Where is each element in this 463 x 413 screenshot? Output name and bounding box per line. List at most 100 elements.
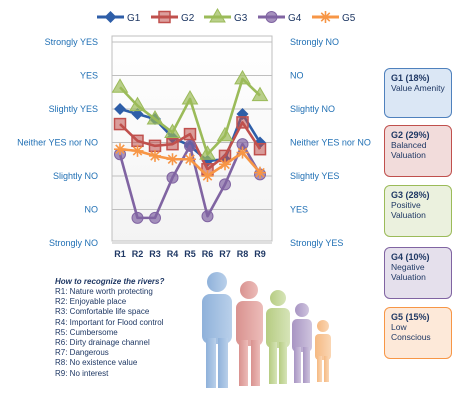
right-axis-labels: Strongly NO NO Slightly NO Neither YES nor … <box>290 37 371 248</box>
data-point <box>104 11 117 23</box>
x-tick-label: R7 <box>219 249 231 259</box>
right-axis-label: YES <box>290 205 308 215</box>
data-point <box>181 89 199 105</box>
left-axis-label: Slightly YES <box>49 104 98 114</box>
data-point <box>184 139 196 152</box>
data-point <box>216 126 234 142</box>
data-point <box>199 145 216 160</box>
group-box-description: Low Conscious <box>391 322 431 342</box>
data-point <box>319 11 332 23</box>
river-item: R6: Dirty drainage channel <box>55 338 150 348</box>
data-point <box>209 7 226 23</box>
legend-item-g1: G1 <box>97 11 141 24</box>
group-box-description: Negative Valuation <box>391 262 426 282</box>
rivers-legend-title: How to recognize the rivers? <box>55 277 165 286</box>
group-box-description: Value Amenity <box>391 83 445 93</box>
left-axis-label: Slightly NO <box>53 171 98 181</box>
data-point <box>251 86 269 102</box>
data-point <box>201 170 214 182</box>
legend-label: G1 <box>127 13 141 24</box>
data-point <box>114 143 126 156</box>
left-axis-label: Neither YES nor NO <box>17 138 98 148</box>
data-point <box>234 69 251 85</box>
data-point <box>236 146 249 159</box>
group-box-description: Positive Valuation <box>391 200 426 220</box>
legend-item-g4: G4 <box>258 11 302 24</box>
figure-orange <box>315 320 331 382</box>
series-lines <box>111 69 269 224</box>
legend-label: G2 <box>181 13 195 24</box>
x-tick-label: R1 <box>114 249 126 259</box>
x-axis-labels: R1 R2 R3 R4 R5 R6 R7 R8 R9 <box>114 249 266 259</box>
left-axis-label: NO <box>85 205 99 215</box>
series-legend: G1 G2 G3 G4 G5 <box>97 7 356 24</box>
data-point <box>265 11 278 23</box>
river-item: R9: No interest <box>55 368 109 378</box>
figure-purple <box>292 303 312 383</box>
x-tick-label: R2 <box>132 249 144 259</box>
data-point <box>219 158 231 171</box>
group-box-title: G1 (18%) <box>391 73 430 83</box>
river-item: R4: Important for Flood control <box>55 317 164 327</box>
group-box: G2 (29%) Balanced Valuation <box>384 125 452 177</box>
river-item: R1: Nature worth protecting <box>55 287 153 296</box>
group-box: G5 (15%) Low Conscious <box>384 307 452 359</box>
group-box-title: G4 (10%) <box>391 252 430 262</box>
data-point <box>164 123 181 138</box>
data-point <box>184 153 196 166</box>
figure-green <box>266 290 290 384</box>
data-point <box>146 110 164 125</box>
legend-label: G4 <box>288 13 302 24</box>
left-axis-label: YES <box>80 71 98 81</box>
data-point <box>111 78 129 93</box>
figure-red <box>236 281 263 386</box>
right-axis-label: Strongly NO <box>290 37 339 47</box>
x-tick-label: R5 <box>184 249 196 259</box>
data-point <box>129 96 146 112</box>
legend-label: G5 <box>342 13 356 24</box>
river-item: R3: Comfortable life space <box>55 307 150 317</box>
series-g3 <box>111 69 269 160</box>
right-axis-label: Neither YES nor NO <box>290 138 371 148</box>
data-point <box>148 139 162 153</box>
legend-item-g5: G5 <box>312 11 356 24</box>
figure-blue <box>202 272 232 388</box>
group-box-title: G3 (28%) <box>391 190 430 200</box>
data-point <box>253 142 267 156</box>
series-g2 <box>113 116 267 176</box>
legend-label: G3 <box>234 13 248 24</box>
group-box-title: G5 (15%) <box>391 312 430 322</box>
right-axis-label: Strongly YES <box>290 238 343 248</box>
legend-item-g3: G3 <box>204 7 248 24</box>
legend-item-g2: G2 <box>151 10 195 24</box>
x-tick-label: R9 <box>254 249 266 259</box>
rivers-legend: How to recognize the rivers? R1: Nature … <box>55 277 225 379</box>
group-box: G1 (18%) Value Amenity <box>384 68 452 118</box>
people-figures-illustration <box>202 272 331 388</box>
data-point <box>183 127 197 141</box>
x-tick-label: R6 <box>202 249 214 259</box>
data-point <box>236 116 249 129</box>
group-box-title: G2 (29%) <box>391 130 430 140</box>
river-item: R2: Enjoyable place <box>55 297 127 307</box>
x-tick-label: R4 <box>167 249 179 259</box>
data-point <box>149 149 161 162</box>
data-point <box>254 166 266 179</box>
x-tick-label: R3 <box>149 249 161 259</box>
river-item: R8: No existence value <box>55 358 138 368</box>
left-axis-label: Strongly YES <box>45 37 98 47</box>
series-g5 <box>114 143 266 182</box>
data-point <box>149 211 161 224</box>
data-point <box>158 10 171 24</box>
data-point <box>219 178 231 191</box>
data-point <box>166 171 179 184</box>
data-point <box>113 117 127 131</box>
data-point <box>166 137 179 151</box>
group-box: G4 (10%) Negative Valuation <box>384 247 452 299</box>
data-point <box>131 144 144 157</box>
data-point <box>131 211 144 224</box>
data-point <box>131 134 144 148</box>
group-box: G3 (28%) Positive Valuation <box>384 185 452 237</box>
data-point <box>114 103 126 115</box>
